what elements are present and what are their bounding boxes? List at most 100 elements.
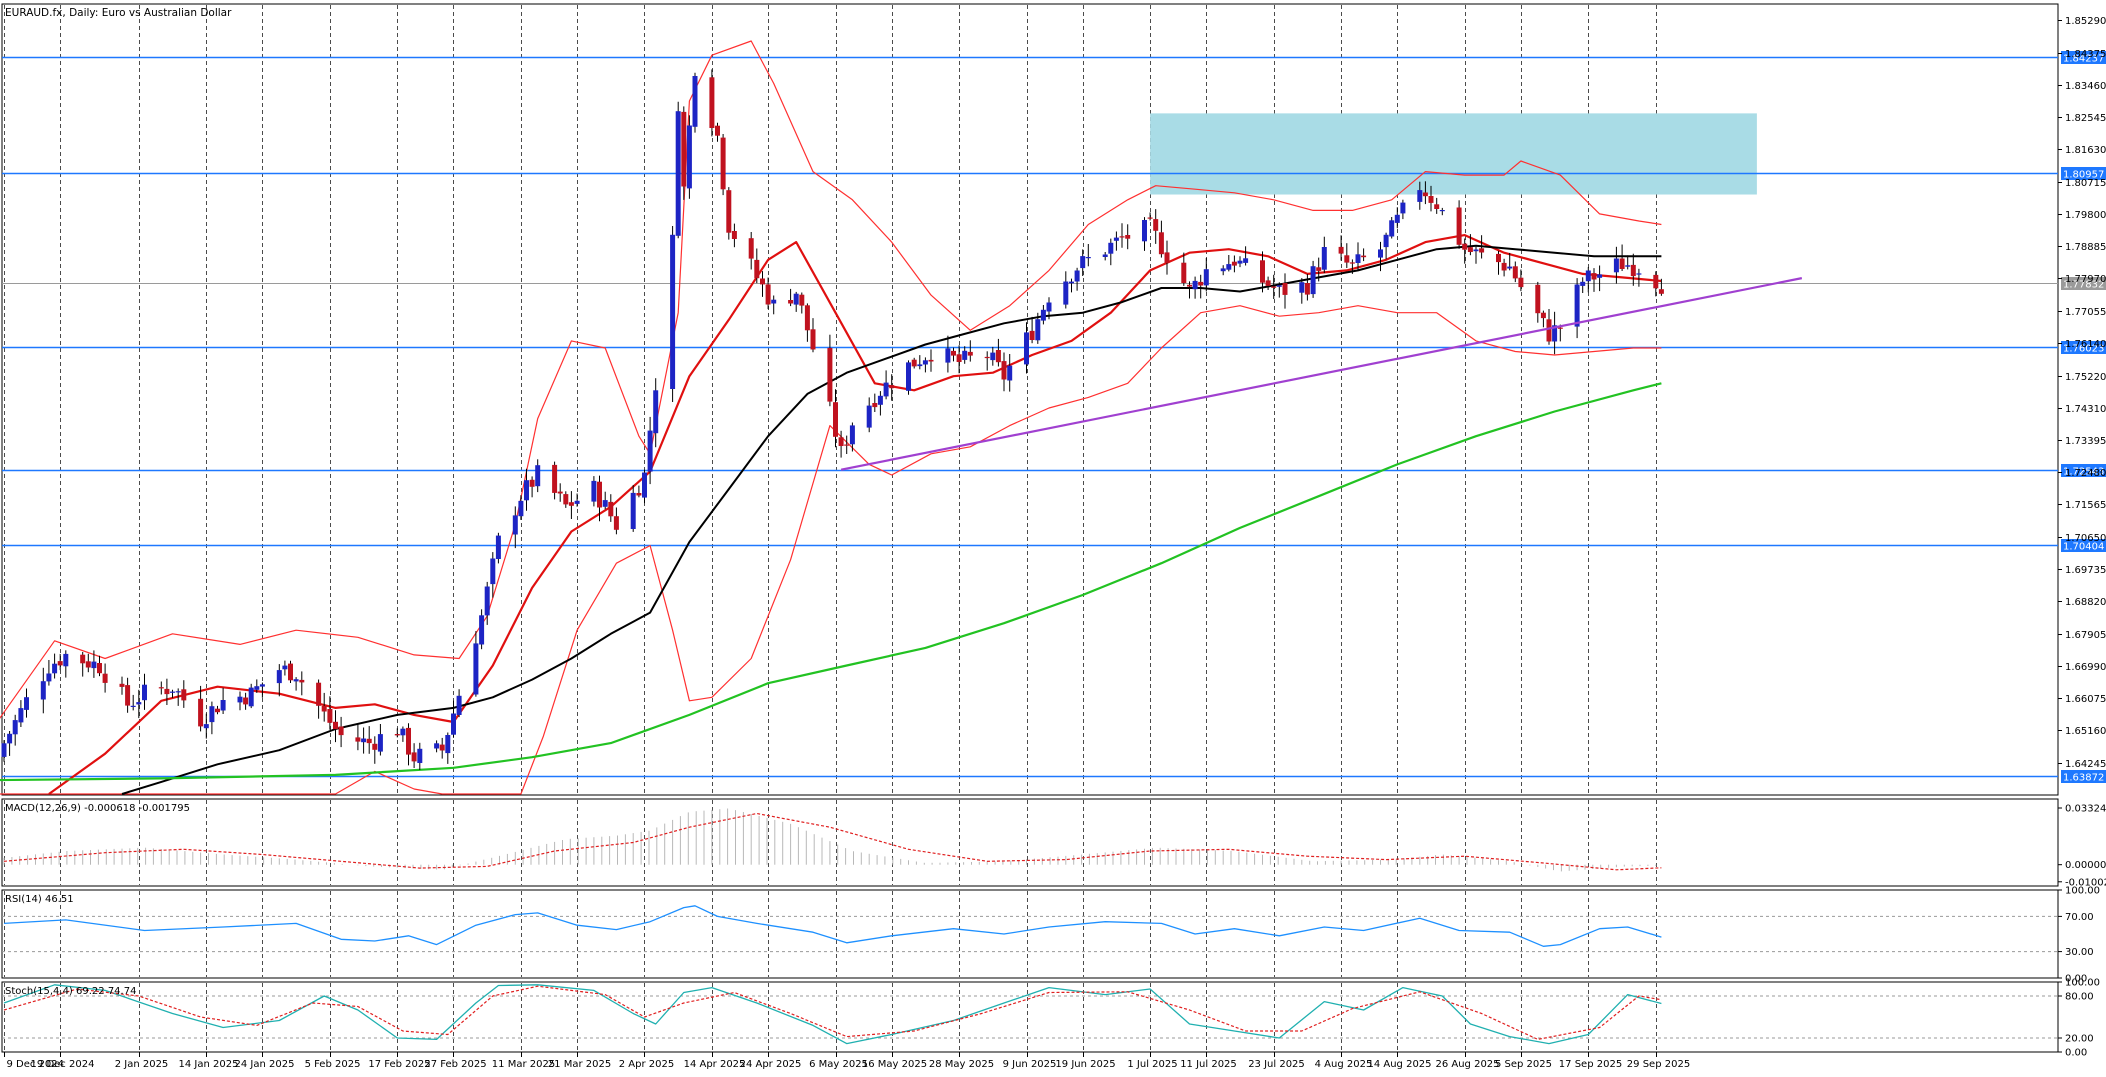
candle-bear <box>760 278 765 285</box>
candle-bull <box>1394 214 1400 223</box>
candle-bull <box>1226 264 1232 270</box>
pane-rsi <box>1 889 2059 979</box>
candle-bull <box>945 348 951 363</box>
candle-bear <box>765 284 771 305</box>
candle-bear <box>838 437 844 446</box>
macd-label: MACD(12,26,9) -0.000618 -0.001795 <box>5 803 190 814</box>
rsi-label: RSI(14) 46.51 <box>5 894 74 905</box>
candle-bull <box>209 706 215 723</box>
candle-bear <box>97 663 102 674</box>
candle-bull <box>512 515 518 535</box>
level-label-box <box>2061 341 2106 354</box>
stoch-tick-label: 20.00 <box>2065 1034 2094 1045</box>
candle-bear <box>411 752 417 762</box>
candle-bull <box>630 492 636 529</box>
candle-bull <box>12 720 18 735</box>
price-tick-label: 1.77970 <box>2065 274 2106 285</box>
candle-bull <box>1192 280 1198 290</box>
candle-bull <box>1102 254 1108 257</box>
candle-bull <box>1400 202 1406 214</box>
date-label: 21 Mar 2025 <box>548 1059 611 1070</box>
candle-bull <box>1220 268 1226 272</box>
date-label: 6 May 2025 <box>809 1059 868 1070</box>
date-label: 2 Apr 2025 <box>619 1059 674 1070</box>
candle-bear <box>338 726 344 736</box>
level-label: 1.72543 <box>2063 467 2104 478</box>
price-tick-label: 1.66990 <box>2065 662 2106 673</box>
candle-bear <box>1630 264 1636 277</box>
candle-bear <box>967 351 973 356</box>
candle-bear <box>1496 253 1501 263</box>
candle-bear <box>439 744 445 751</box>
candle-bear <box>1658 289 1664 294</box>
candle-bull <box>518 500 524 517</box>
level-label-box <box>2061 464 2106 477</box>
candle-bear <box>1619 258 1625 269</box>
candle-bear <box>119 683 125 687</box>
candle-bull <box>1439 210 1445 212</box>
candle-bull <box>675 111 681 236</box>
candle-bull <box>451 713 456 735</box>
candle-bear <box>1001 361 1007 380</box>
candle-bull <box>1113 237 1119 241</box>
price-tick-label: 1.84375 <box>2065 49 2106 60</box>
candle-bull <box>535 465 541 487</box>
date-label: 23 Jul 2025 <box>1248 1059 1305 1070</box>
candle-bull <box>1321 247 1327 270</box>
candle-bear <box>1153 219 1159 231</box>
price-tick-label: 1.64245 <box>2065 759 2106 770</box>
candle-bull <box>906 362 911 391</box>
rsi-tick-label: 70.00 <box>2065 912 2094 923</box>
candle-bull <box>170 691 175 693</box>
candle-bear <box>1456 207 1462 245</box>
price-tick-label: 1.75220 <box>2065 372 2106 383</box>
candle-bull <box>1007 365 1013 381</box>
candle-bull <box>259 684 265 687</box>
candle-bull <box>1585 270 1591 282</box>
level-label-box <box>2061 167 2106 180</box>
candle-bull <box>1237 260 1243 264</box>
candle-bull <box>574 500 580 504</box>
price-tick-label: 1.70650 <box>2065 533 2106 544</box>
date-label: 27 Feb 2025 <box>424 1059 486 1070</box>
candle-bull <box>524 480 529 501</box>
candle-bull <box>1507 266 1513 269</box>
rsi-tick-label: 100.00 <box>2065 886 2100 897</box>
date-label: 24 Jan 2025 <box>235 1059 295 1070</box>
price-tick-label: 1.80715 <box>2065 178 2106 189</box>
candle-bear <box>1512 266 1518 279</box>
date-label: 11 Jul 2025 <box>1180 1059 1237 1070</box>
candle-bull <box>1024 332 1029 365</box>
candle-bull <box>793 293 799 305</box>
candle-bear <box>557 491 563 494</box>
candle-bull <box>1574 284 1580 327</box>
candle-bear <box>299 679 305 683</box>
candle-bull <box>46 673 52 682</box>
candle-bear <box>1029 330 1035 340</box>
date-label: 9 Jun 2025 <box>1003 1059 1057 1070</box>
candle-bear <box>1265 280 1271 286</box>
date-label: 17 Sep 2025 <box>1559 1059 1622 1070</box>
candle-bear <box>715 125 720 136</box>
candle-bear <box>57 661 63 666</box>
candle-bear <box>1428 196 1434 203</box>
date-label: 14 Jan 2025 <box>179 1059 239 1070</box>
candle-bear <box>731 231 737 239</box>
level-label-box <box>2061 539 2106 552</box>
candle-bull <box>1378 249 1383 258</box>
candle-bear <box>85 661 91 668</box>
candle-bear <box>568 502 574 506</box>
candle-bull <box>7 733 13 744</box>
stoch-tick-label: 100.00 <box>2065 978 2100 989</box>
candle-bull <box>1243 258 1249 263</box>
date-label: 5 Feb 2025 <box>305 1059 361 1070</box>
candle-bull <box>445 735 451 754</box>
price-tick-label: 1.76140 <box>2065 339 2106 350</box>
candle-bull <box>473 643 479 695</box>
rsi-line <box>3 905 1662 947</box>
candle-bull <box>495 535 501 559</box>
candle-bear <box>333 721 338 730</box>
candle-bear <box>1540 312 1546 319</box>
candle-bull <box>866 405 872 428</box>
